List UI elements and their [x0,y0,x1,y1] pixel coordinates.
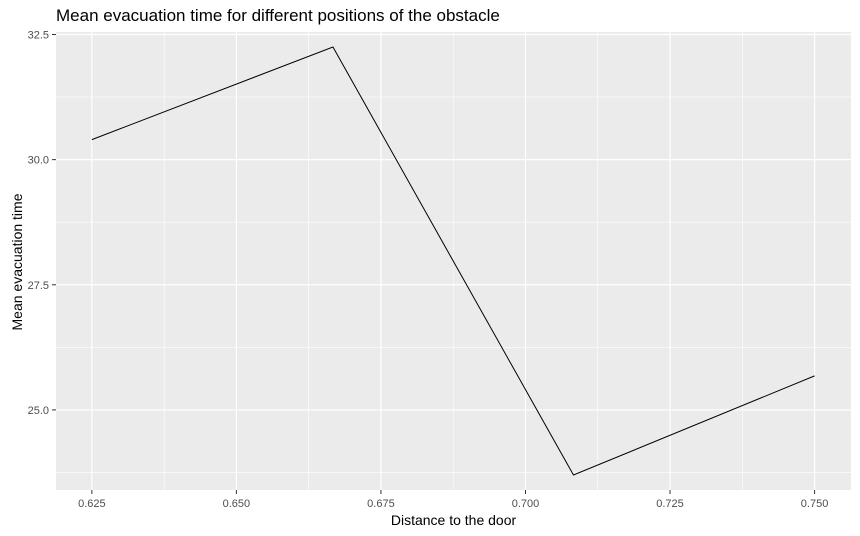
y-tick-label: 32.5 [28,30,49,42]
x-tick-label: 0.625 [78,498,106,510]
x-tick-label: 0.700 [512,498,540,510]
y-tick-label: 25.0 [28,405,49,417]
x-tick-label: 0.675 [367,498,395,510]
y-tick-label: 27.5 [28,280,49,292]
y-tick-label: 30.0 [28,155,49,167]
x-tick-label: 0.725 [656,498,684,510]
x-axis-label: Distance to the door [390,512,517,528]
x-tick-label: 0.650 [223,498,251,510]
y-axis-label: Mean evacuation time [9,193,25,331]
x-tick-label: 0.750 [801,498,829,510]
chart-title: Mean evacuation time for different posit… [56,6,500,25]
series-line [91,46,815,476]
